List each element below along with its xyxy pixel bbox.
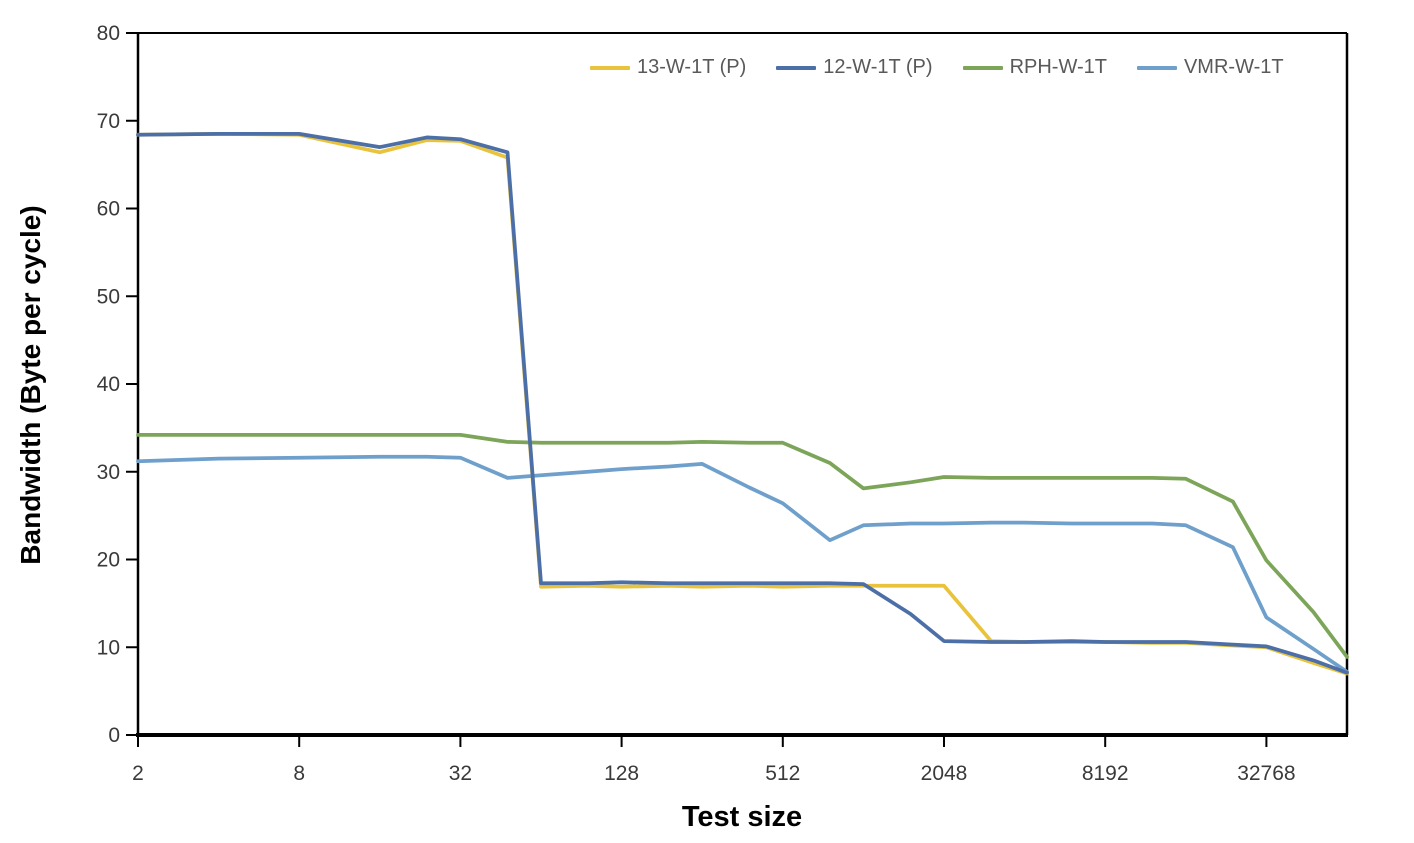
y-tick-label: 70: [97, 110, 120, 133]
x-tick-label: 512: [765, 762, 800, 785]
legend-label: RPH-W-1T: [1009, 56, 1107, 78]
series-line-12-w-1t-p: [136, 132, 1349, 675]
legend-item-vmr-w-1t: VMR-W-1T: [1136, 56, 1284, 79]
y-tick-label: 0: [108, 724, 120, 747]
x-tick-label: 32768: [1237, 762, 1295, 785]
x-tick-label: 8: [293, 762, 305, 785]
x-tick-label: 128: [604, 762, 639, 785]
y-tick-label: 60: [97, 198, 120, 221]
x-tick-label: 8192: [1082, 762, 1129, 785]
x-tick-label: 2: [132, 762, 144, 785]
x-axis-title: Test size: [682, 801, 802, 833]
legend-line-swatch: [590, 65, 630, 70]
series-line-rph-w-1t: [136, 433, 1349, 659]
legend-item-rph-w-1t: RPH-W-1T: [962, 56, 1107, 79]
y-tick-label: 80: [97, 22, 120, 45]
legend-label: VMR-W-1T: [1183, 56, 1284, 78]
y-tick-label: 20: [97, 549, 120, 572]
y-tick-label: 50: [97, 285, 120, 308]
legend-label: 12-W-1T (P): [823, 56, 933, 78]
x-tick-label: 2048: [921, 762, 968, 785]
legend-line-swatch: [776, 65, 817, 70]
legend-item-12-w-1t-p: 12-W-1T (P): [776, 56, 933, 79]
series-line-vmr-w-1t: [136, 454, 1349, 674]
x-tick-label: 32: [449, 762, 472, 785]
legend-item-13-w-1t-p: 13-W-1T (P): [590, 56, 746, 79]
y-tick-label: 30: [97, 461, 120, 484]
y-tick-label: 40: [97, 373, 120, 396]
legend-line-swatch: [962, 65, 1003, 70]
series-line-13-w-1t-p: [136, 132, 1349, 676]
legend: 13-W-1T (P) 12-W-1T (P) RPH-W-1T VMR-W-1T: [590, 56, 1284, 79]
legend-label: 13-W-1T (P): [637, 56, 747, 78]
y-tick-label: 10: [97, 636, 120, 659]
y-axis-title: Bandwidth (Byte per cycle): [15, 205, 46, 564]
legend-line-swatch: [1136, 65, 1177, 70]
